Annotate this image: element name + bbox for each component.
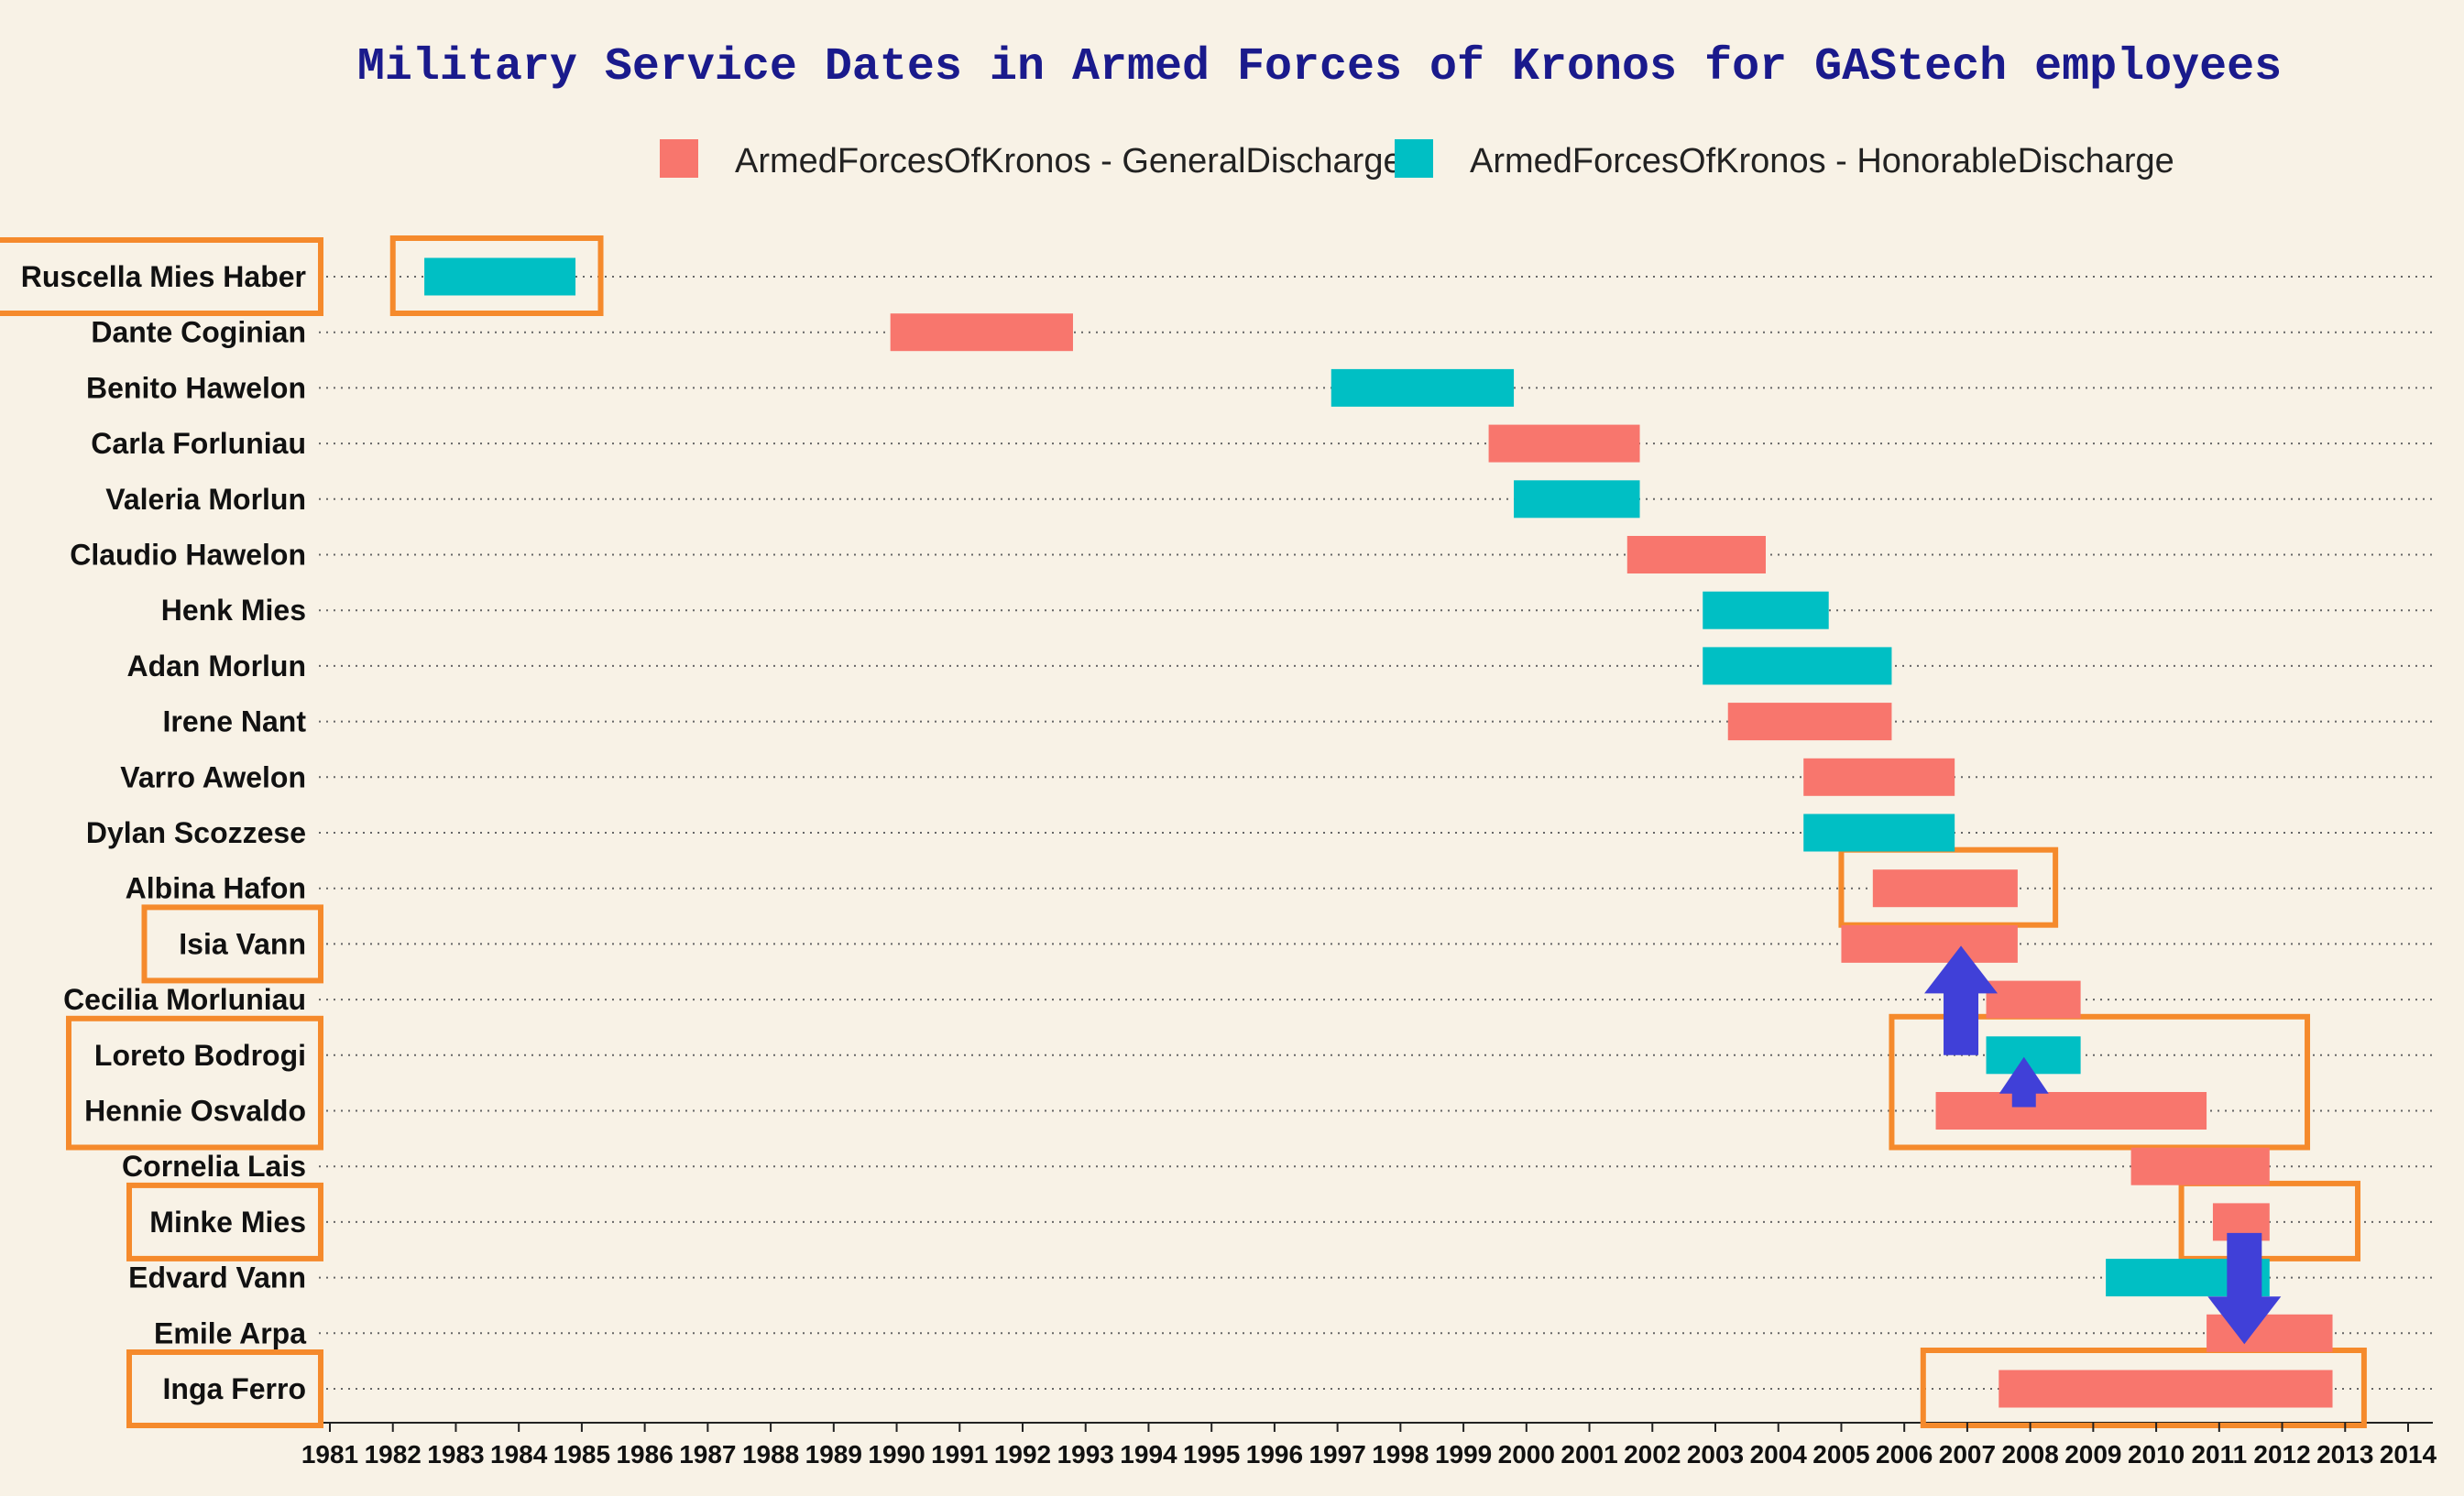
x-tick-label-1981: 1981	[301, 1440, 358, 1469]
x-tick-label-2004: 2004	[1750, 1440, 1808, 1469]
row-label-dante-coginian: Dante Coginian	[91, 316, 306, 349]
bar-ruscella-mies-haber	[424, 257, 576, 296]
x-tick-label-2010: 2010	[2128, 1440, 2185, 1469]
bar-irene-nant	[1727, 703, 1892, 741]
row-label-minke-mies: Minke Mies	[149, 1206, 306, 1239]
arrows	[1924, 945, 2282, 1345]
arrow-up	[1999, 1056, 2049, 1108]
label-highlight-box	[141, 904, 323, 984]
chart-title: Military Service Dates in Armed Forces o…	[357, 41, 2282, 93]
bar-inga-ferro	[1999, 1370, 2333, 1408]
row-label-cornelia-lais: Cornelia Lais	[122, 1150, 306, 1183]
x-tick-label-1993: 1993	[1057, 1440, 1114, 1469]
row-label-valeria-morlun: Valeria Morlun	[105, 483, 306, 516]
x-tick-label-1989: 1989	[805, 1440, 862, 1469]
x-tick-label-2003: 2003	[1687, 1440, 1744, 1469]
highlight-boxes	[389, 235, 2367, 1428]
bar-claudio-hawelon	[1626, 536, 1766, 573]
legend: ArmedForcesOfKronos - GeneralDischarge Ar…	[660, 139, 2174, 180]
x-tick-label-1999: 1999	[1435, 1440, 1492, 1469]
x-tick-label-1997: 1997	[1309, 1440, 1365, 1469]
bar-highlight-box	[1889, 1013, 2311, 1151]
bars	[424, 257, 2333, 1408]
x-tick-label-2008: 2008	[2001, 1440, 2058, 1469]
label-highlight-box	[66, 1015, 323, 1151]
bar-isia-vann	[1841, 924, 2018, 963]
arrow-up	[1924, 945, 1999, 1055]
bar-valeria-morlun	[1514, 480, 1640, 519]
x-tick-label-2012: 2012	[2253, 1440, 2310, 1469]
legend-swatch-2	[1395, 139, 1433, 178]
legend-label-2: ArmedForcesOfKronos - HonorableDischarge	[1470, 142, 2174, 180]
row-label-loreto-bodrogi: Loreto Bodrogi	[94, 1039, 306, 1072]
x-tick-label-2001: 2001	[1561, 1440, 1617, 1469]
row-label-edvard-vann: Edvard Vann	[128, 1261, 306, 1294]
x-tick-label-1991: 1991	[931, 1440, 988, 1469]
label-highlight-box	[126, 1349, 323, 1428]
x-tick-label-1985: 1985	[553, 1440, 610, 1469]
row-label-henk-mies: Henk Mies	[161, 594, 306, 627]
x-tick-label-2007: 2007	[1939, 1440, 1996, 1469]
label-highlight-box	[0, 237, 323, 316]
bar-emile-arpa	[2207, 1314, 2333, 1352]
x-tick-label-1995: 1995	[1183, 1440, 1240, 1469]
bar-highlight-box	[1920, 1348, 2367, 1428]
bar-varro-awelon	[1803, 758, 1955, 796]
x-tick-label-1987: 1987	[679, 1440, 736, 1469]
row-label-emile-arpa: Emile Arpa	[154, 1316, 306, 1349]
x-tick-label-1984: 1984	[490, 1440, 548, 1469]
x-tick-label-2006: 2006	[1876, 1440, 1933, 1469]
arrow-down	[2207, 1232, 2282, 1345]
x-tick-label-2002: 2002	[1624, 1440, 1681, 1469]
bar-albina-hafon	[1872, 869, 2018, 908]
bar-dante-coginian	[890, 313, 1073, 352]
label-highlight-box	[126, 1182, 323, 1261]
bar-cornelia-lais	[2130, 1147, 2270, 1185]
legend-swatch-1	[660, 139, 698, 178]
row-label-adan-morlun: Adan Morlun	[126, 650, 306, 682]
bar-henk-mies	[1703, 591, 1829, 629]
row-label-ruscella-mies-haber: Ruscella Mies Haber	[21, 260, 306, 293]
row-label-albina-hafon: Albina Hafon	[126, 872, 306, 905]
grid-lines	[319, 276, 2433, 1424]
bar-carla-forluniau	[1488, 424, 1640, 463]
bar-benito-hawelon	[1331, 368, 1515, 407]
row-label-varro-awelon: Varro Awelon	[120, 760, 306, 793]
row-label-carla-forluniau: Carla Forluniau	[91, 427, 306, 460]
bar-loreto-bodrogi	[1986, 1036, 2081, 1075]
x-tick-label-1983: 1983	[427, 1440, 484, 1469]
x-tick-label-1988: 1988	[742, 1440, 799, 1469]
x-tick-label-1994: 1994	[1120, 1440, 1177, 1469]
x-axis: 1981 1982 1983 1984 1985 1986 1987 1988 1989 1990…	[301, 1423, 2437, 1469]
row-label-hennie-osvaldo: Hennie Osvaldo	[84, 1095, 306, 1128]
x-tick-label-2011: 2011	[2191, 1440, 2247, 1469]
x-tick-label-1990: 1990	[868, 1440, 925, 1469]
row-label-cecilia-morluniau: Cecilia Morluniau	[63, 983, 306, 1016]
x-tick-label-2000: 2000	[1498, 1440, 1555, 1469]
x-tick-label-2005: 2005	[1812, 1440, 1869, 1469]
row-label-irene-nant: Irene Nant	[163, 705, 307, 738]
x-tick-label-1982: 1982	[365, 1440, 422, 1469]
bar-hennie-osvaldo	[1935, 1092, 2207, 1130]
x-tick-label-2013: 2013	[2316, 1440, 2373, 1469]
bar-dylan-scozzese	[1803, 814, 1955, 852]
row-label-isia-vann: Isia Vann	[179, 927, 306, 960]
row-label-benito-hawelon: Benito Hawelon	[86, 371, 306, 404]
x-tick-label-1998: 1998	[1372, 1440, 1429, 1469]
x-tick-label-2009: 2009	[2064, 1440, 2121, 1469]
x-tick-label-1986: 1986	[616, 1440, 673, 1469]
legend-label-1: ArmedForcesOfKronos - GeneralDischarge	[735, 142, 1403, 180]
bar-highlight-box	[389, 235, 604, 316]
row-label-inga-ferro: Inga Ferro	[163, 1372, 306, 1405]
row-labels: Ruscella Mies Haber Dante Coginian Benito …	[0, 237, 323, 1428]
row-label-claudio-hawelon: Claudio Hawelon	[70, 539, 306, 572]
row-label-dylan-scozzese: Dylan Scozzese	[86, 816, 306, 849]
bar-adan-morlun	[1703, 647, 1892, 685]
bar-cecilia-morluniau	[1986, 980, 2081, 1019]
x-tick-label-1992: 1992	[994, 1440, 1051, 1469]
x-tick-label-2014: 2014	[2380, 1440, 2437, 1469]
x-tick-label-1996: 1996	[1246, 1440, 1303, 1469]
